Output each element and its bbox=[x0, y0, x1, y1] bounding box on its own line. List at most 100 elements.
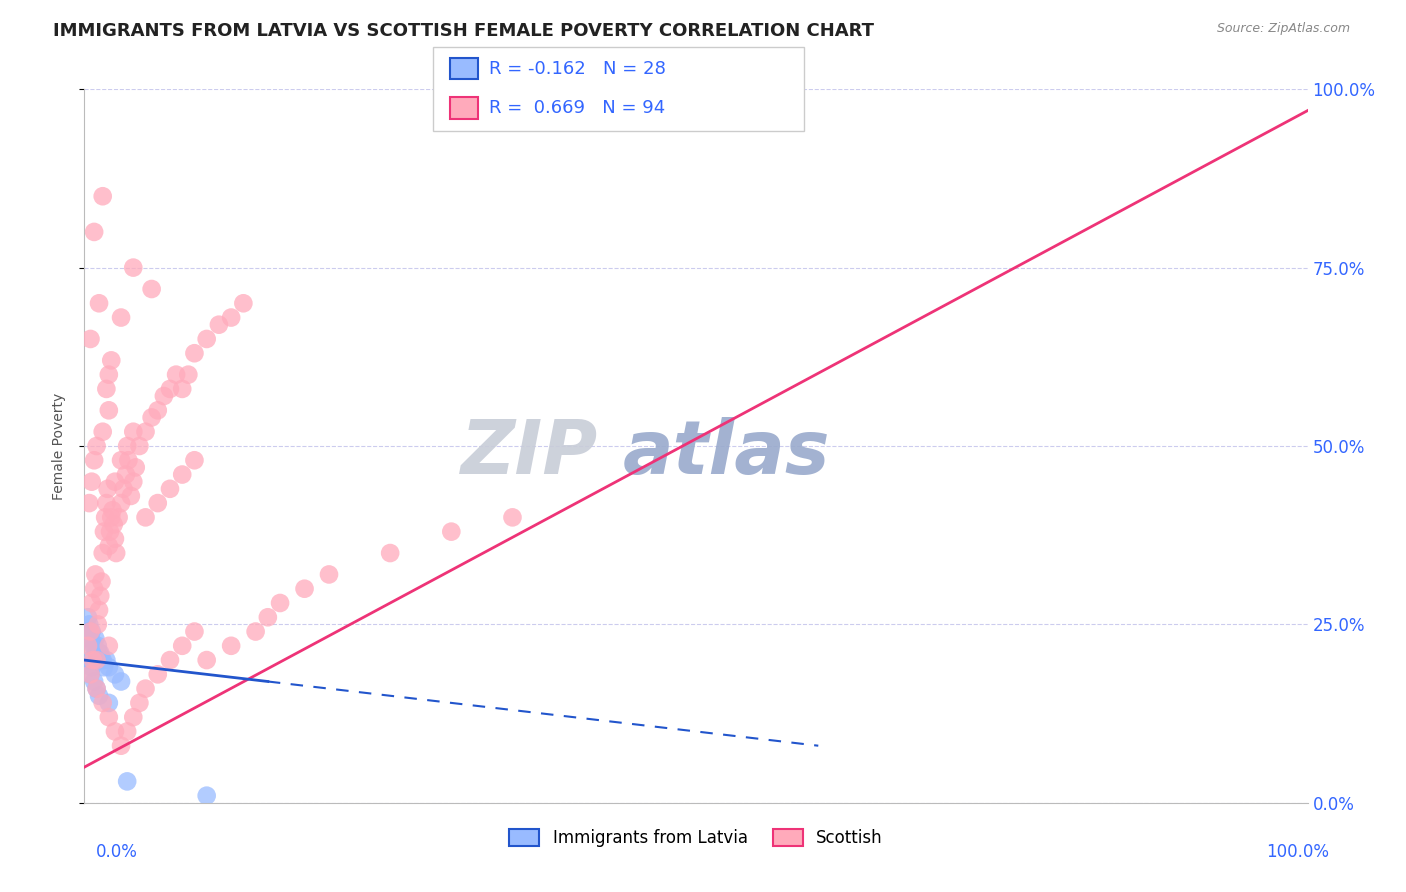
Point bbox=[80, 475, 103, 489]
Point bbox=[96, 653, 118, 667]
Point bbox=[110, 674, 132, 689]
Point bbox=[83, 639, 105, 653]
Point bbox=[84, 632, 107, 646]
Point bbox=[86, 681, 108, 696]
Point bbox=[141, 282, 163, 296]
Point bbox=[294, 582, 316, 596]
Point bbox=[104, 532, 127, 546]
Point bbox=[79, 667, 101, 681]
Text: R = -0.162   N = 28: R = -0.162 N = 28 bbox=[489, 60, 666, 78]
Point bbox=[172, 467, 194, 482]
Point bbox=[135, 681, 157, 696]
Point bbox=[83, 674, 105, 689]
Point bbox=[100, 510, 122, 524]
Point bbox=[97, 403, 120, 417]
Point bbox=[97, 696, 120, 710]
Y-axis label: Female Poverty: Female Poverty bbox=[52, 392, 66, 500]
Point bbox=[122, 425, 145, 439]
Point bbox=[79, 624, 101, 639]
Point bbox=[141, 410, 163, 425]
Point bbox=[80, 660, 103, 674]
Point bbox=[89, 646, 111, 660]
Point bbox=[105, 546, 128, 560]
Point bbox=[115, 467, 138, 482]
Point bbox=[128, 696, 150, 710]
Point bbox=[219, 310, 242, 325]
Point bbox=[107, 510, 129, 524]
Point bbox=[195, 789, 218, 803]
Point bbox=[90, 574, 112, 589]
Point bbox=[76, 624, 98, 639]
Point bbox=[135, 510, 157, 524]
Point bbox=[77, 617, 100, 632]
Point bbox=[82, 653, 104, 667]
Point bbox=[87, 689, 110, 703]
Point bbox=[86, 646, 108, 660]
Point bbox=[91, 189, 114, 203]
Point bbox=[183, 624, 205, 639]
Text: IMMIGRANTS FROM LATVIA VS SCOTTISH FEMALE POVERTY CORRELATION CHART: IMMIGRANTS FROM LATVIA VS SCOTTISH FEMAL… bbox=[53, 22, 875, 40]
Point bbox=[159, 653, 181, 667]
Text: 0.0%: 0.0% bbox=[96, 843, 138, 861]
Point bbox=[112, 482, 135, 496]
Point bbox=[97, 710, 120, 724]
Point bbox=[115, 439, 138, 453]
Point bbox=[91, 696, 114, 710]
Point bbox=[208, 318, 231, 332]
Point bbox=[177, 368, 200, 382]
Point bbox=[77, 610, 100, 624]
Point bbox=[93, 524, 115, 539]
Point bbox=[195, 653, 218, 667]
Point bbox=[97, 660, 120, 674]
Point bbox=[77, 653, 100, 667]
Point bbox=[80, 624, 103, 639]
Point bbox=[96, 382, 118, 396]
Point bbox=[91, 425, 114, 439]
Point bbox=[159, 482, 181, 496]
Point bbox=[83, 453, 105, 467]
Point bbox=[122, 260, 145, 275]
Point bbox=[183, 346, 205, 360]
Point bbox=[89, 589, 111, 603]
Text: atlas: atlas bbox=[623, 417, 830, 490]
Point bbox=[172, 639, 194, 653]
Point bbox=[97, 482, 120, 496]
Text: Source: ZipAtlas.com: Source: ZipAtlas.com bbox=[1216, 22, 1350, 36]
Point bbox=[135, 425, 157, 439]
Point bbox=[93, 660, 115, 674]
Point bbox=[318, 567, 340, 582]
Point bbox=[83, 225, 105, 239]
Point bbox=[79, 632, 101, 646]
Point bbox=[120, 489, 142, 503]
Point bbox=[110, 496, 132, 510]
Point bbox=[146, 667, 169, 681]
Point bbox=[183, 453, 205, 467]
Point bbox=[117, 453, 139, 467]
Point bbox=[96, 496, 118, 510]
Point bbox=[257, 610, 280, 624]
Point bbox=[110, 739, 132, 753]
Point bbox=[159, 382, 181, 396]
Point bbox=[115, 724, 138, 739]
Legend: Immigrants from Latvia, Scottish: Immigrants from Latvia, Scottish bbox=[501, 821, 891, 855]
Point bbox=[125, 460, 148, 475]
Point bbox=[380, 546, 402, 560]
Point bbox=[79, 332, 101, 346]
Point bbox=[122, 475, 145, 489]
Point bbox=[104, 724, 127, 739]
Point bbox=[440, 524, 463, 539]
Text: ZIP: ZIP bbox=[461, 417, 598, 490]
Point bbox=[87, 603, 110, 617]
Point bbox=[87, 646, 110, 660]
Point bbox=[86, 439, 108, 453]
Point bbox=[86, 681, 108, 696]
Point bbox=[104, 475, 127, 489]
Point bbox=[87, 639, 110, 653]
Point bbox=[502, 510, 524, 524]
Point bbox=[90, 653, 112, 667]
Point bbox=[80, 596, 103, 610]
Point bbox=[128, 439, 150, 453]
Point bbox=[77, 496, 100, 510]
Point bbox=[195, 332, 218, 346]
Point bbox=[83, 582, 105, 596]
